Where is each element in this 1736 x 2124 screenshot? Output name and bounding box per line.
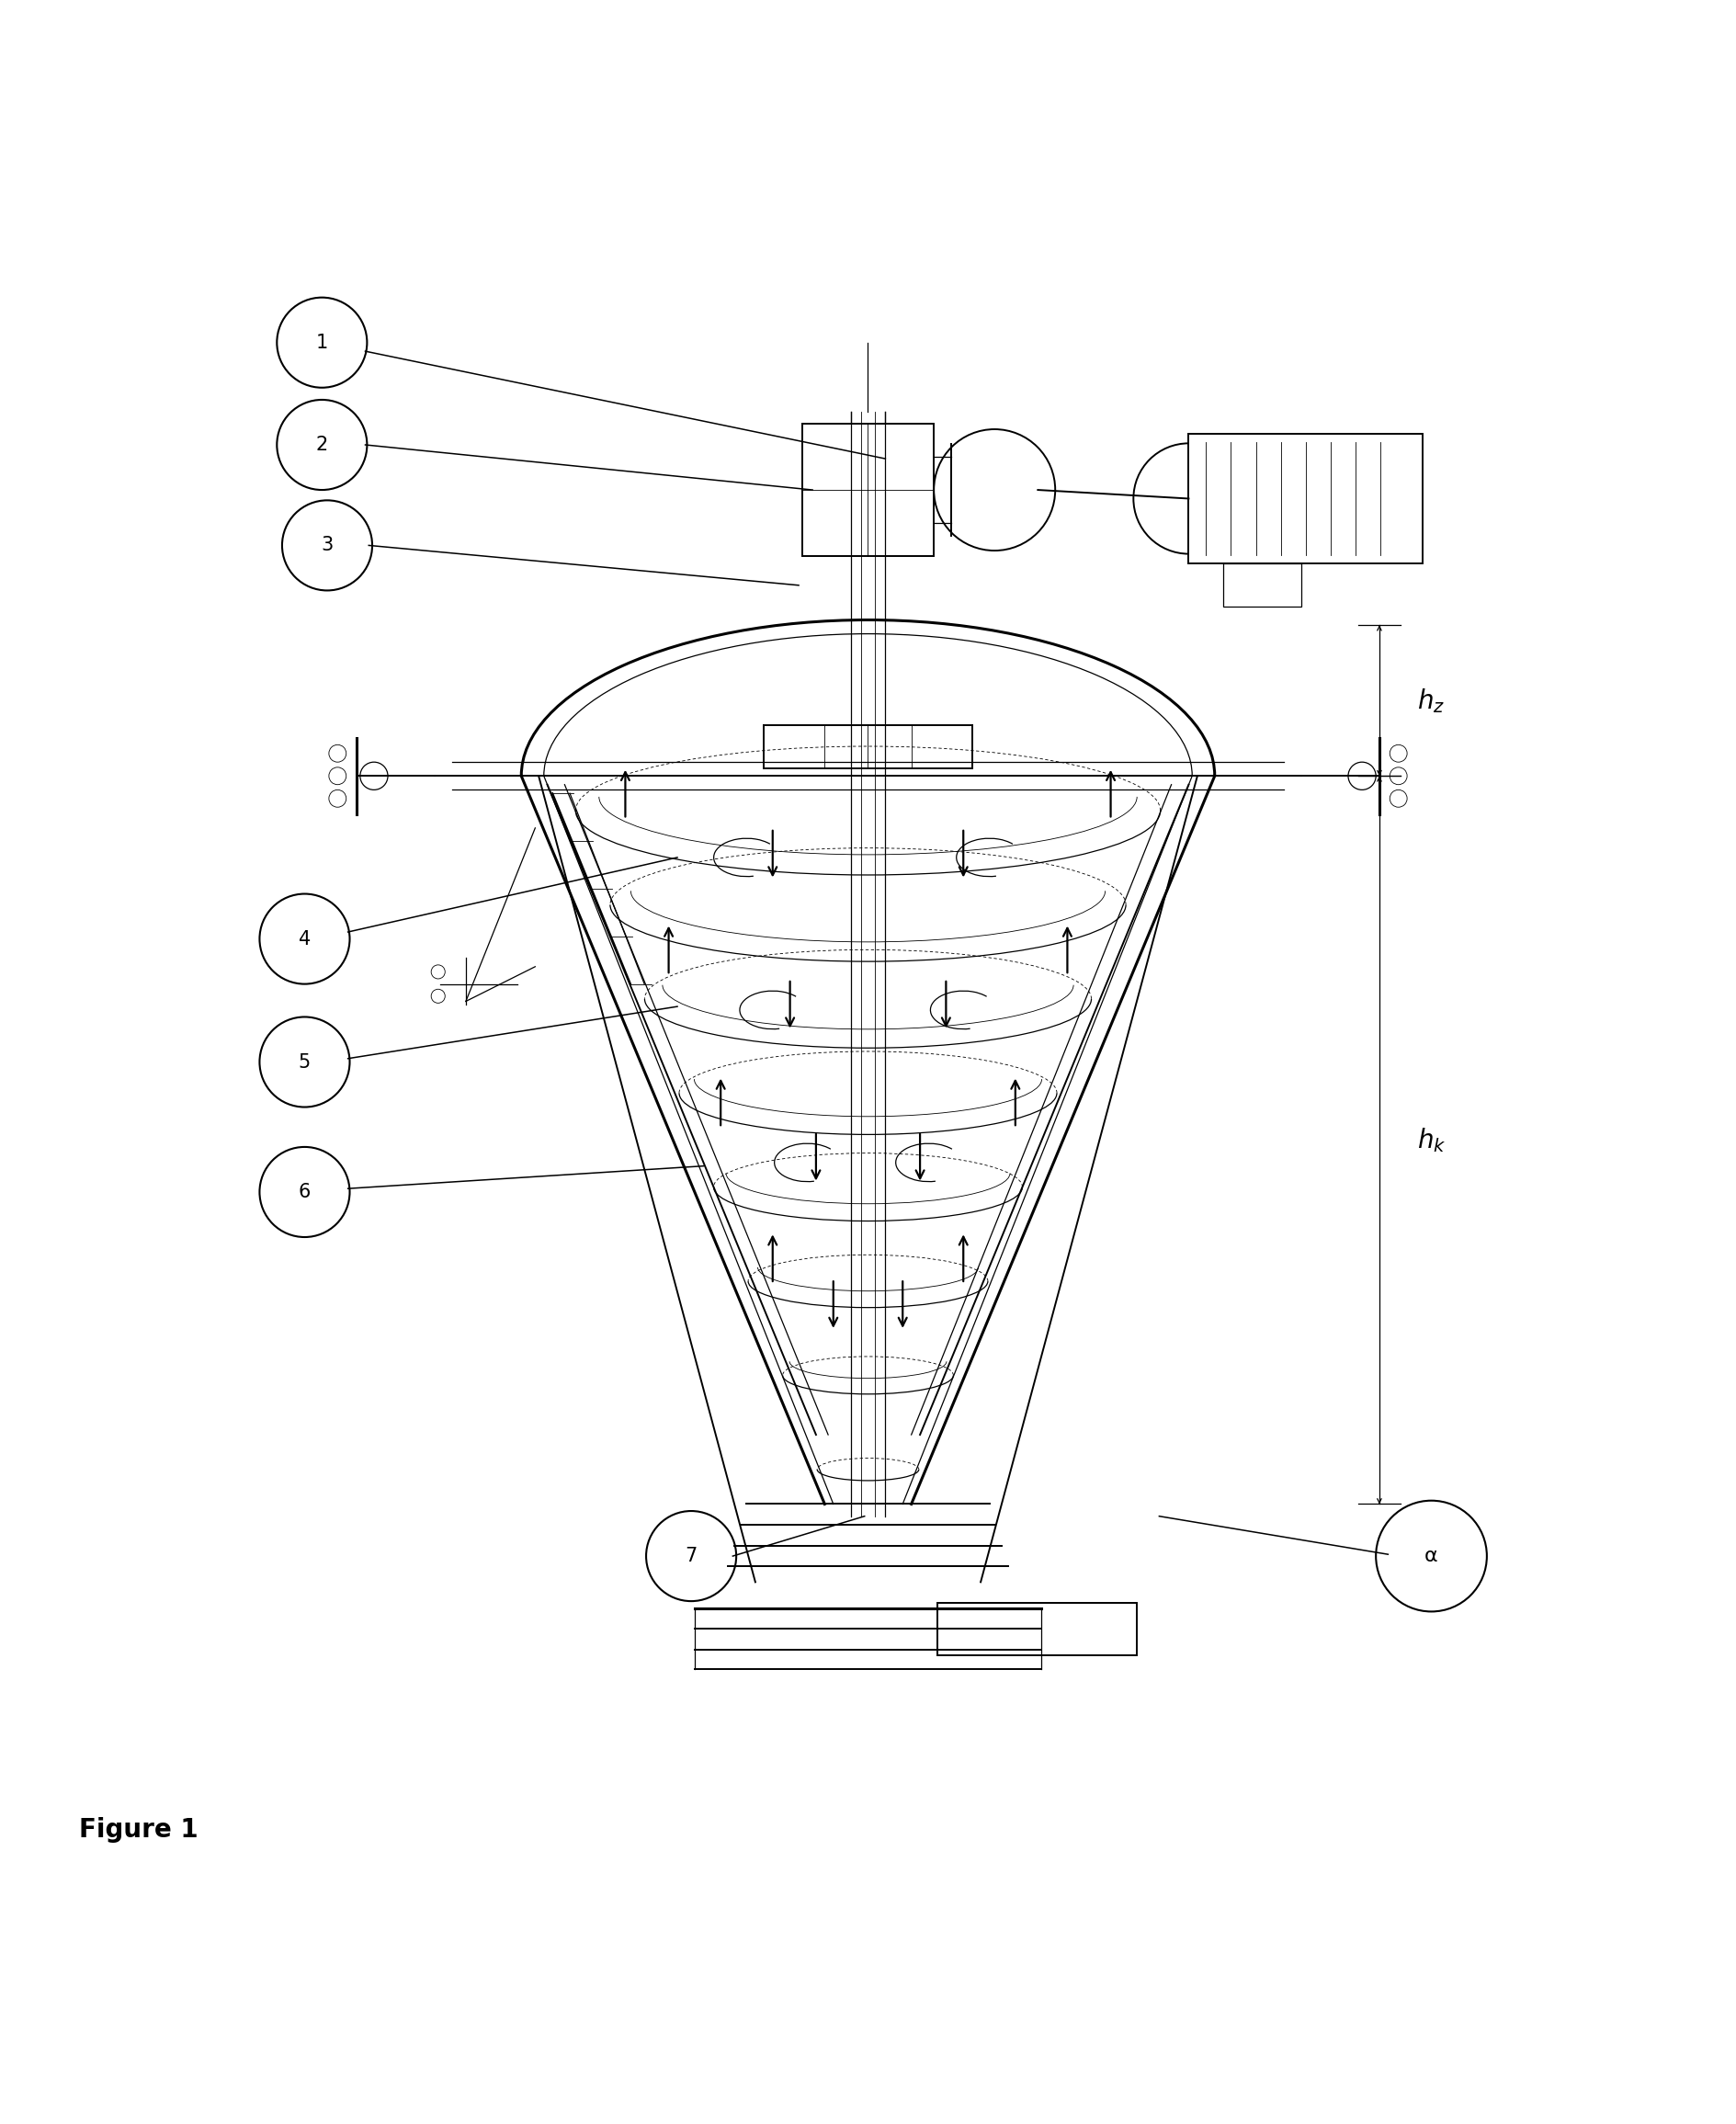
- Text: 7: 7: [686, 1546, 698, 1565]
- Text: 1: 1: [316, 333, 328, 353]
- Text: α: α: [1425, 1546, 1437, 1565]
- FancyBboxPatch shape: [1224, 563, 1302, 607]
- Text: 6: 6: [299, 1183, 311, 1202]
- Text: Figure 1: Figure 1: [80, 1818, 198, 1844]
- Text: 4: 4: [299, 930, 311, 947]
- Text: $h_z$: $h_z$: [1418, 686, 1446, 714]
- FancyBboxPatch shape: [937, 1604, 1137, 1655]
- Text: 5: 5: [299, 1054, 311, 1070]
- FancyBboxPatch shape: [802, 425, 934, 556]
- Text: $h_k$: $h_k$: [1418, 1126, 1446, 1153]
- FancyBboxPatch shape: [1189, 433, 1424, 563]
- Text: 2: 2: [316, 435, 328, 455]
- Text: 3: 3: [321, 535, 333, 554]
